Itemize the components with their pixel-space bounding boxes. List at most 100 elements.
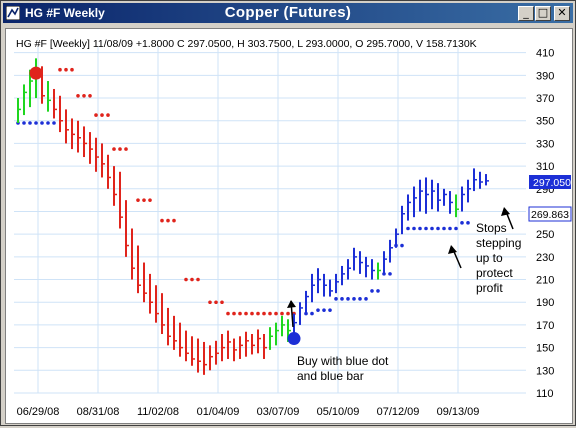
- price-chart[interactable]: 1101301501701902102302502702903103303503…: [6, 29, 572, 423]
- stop-dot: [220, 300, 224, 305]
- stop-dot: [166, 218, 170, 223]
- stop-dot: [64, 67, 68, 72]
- x-tick-label: 07/12/09: [377, 406, 420, 418]
- stop-dot: [352, 297, 356, 301]
- stop-dot: [28, 121, 32, 125]
- signal-dots: [29, 66, 301, 346]
- stop-dot: [460, 221, 464, 225]
- stop-arrowhead-left-icon: [448, 245, 457, 254]
- buy-arrowhead-icon: [287, 300, 296, 308]
- y-tick-label: 170: [536, 320, 554, 332]
- stop-label-line2: stepping: [476, 236, 521, 250]
- stop-dot: [214, 300, 218, 305]
- x-tick-label: 11/02/08: [137, 406, 179, 418]
- stop-dot: [58, 67, 62, 72]
- sell-signal-dot: [29, 66, 43, 80]
- y-tick-label: 310: [536, 161, 554, 173]
- stop-dot: [454, 226, 458, 231]
- title-bar[interactable]: HG #F Weekly Copper (Futures) _ □ ✕: [3, 3, 573, 23]
- stop-dot: [448, 226, 452, 231]
- y-tick-label: 330: [536, 138, 554, 150]
- stop-dot: [142, 198, 146, 202]
- stop-dot: [388, 272, 392, 276]
- y-axis: 1101301501701902102302502702903103303503…: [536, 48, 554, 400]
- stop-dot: [364, 297, 368, 301]
- stop-dot: [412, 226, 416, 231]
- x-tick-label: 09/13/09: [437, 406, 480, 418]
- stop-label-line5: profit: [476, 281, 503, 295]
- stop-dot: [466, 221, 470, 225]
- stop-dot: [46, 121, 50, 125]
- stop-dot: [250, 311, 254, 316]
- last-close-value: 297.050: [533, 177, 571, 189]
- stop-level-value: 269.863: [531, 209, 569, 221]
- y-tick-label: 410: [536, 48, 554, 60]
- stop-label-line4: protect: [476, 266, 513, 280]
- stop-dot: [238, 311, 242, 316]
- stop-dot: [328, 308, 332, 312]
- stop-dot: [334, 297, 338, 301]
- stop-dot: [340, 297, 344, 301]
- y-tick-label: 250: [536, 229, 554, 241]
- x-tick-label: 01/04/09: [197, 406, 240, 418]
- window-title: HG #F Weekly: [25, 6, 105, 20]
- y-tick-label: 130: [536, 365, 554, 377]
- chart-grid: [14, 47, 526, 394]
- stop-dot: [136, 198, 140, 202]
- stop-dot: [286, 311, 290, 316]
- stop-dot: [52, 121, 56, 125]
- stop-dot: [358, 297, 362, 301]
- stop-dot: [70, 67, 74, 72]
- stop-dot: [430, 226, 434, 231]
- y-tick-label: 350: [536, 116, 554, 128]
- x-tick-label: 08/31/08: [77, 406, 120, 418]
- y-tick-label: 230: [536, 252, 554, 264]
- stop-label-line3: up to: [476, 251, 503, 265]
- chart-area[interactable]: 1101301501701902102302502702903103303503…: [5, 28, 573, 424]
- stop-dot: [442, 226, 446, 231]
- stop-dot: [190, 277, 194, 282]
- y-tick-label: 110: [536, 388, 554, 400]
- close-button[interactable]: ✕: [554, 6, 570, 21]
- stop-annotation: Stops stepping up to protect profit: [448, 207, 521, 295]
- stop-dot: [370, 289, 374, 293]
- stop-dot: [112, 147, 116, 151]
- stop-dot: [256, 311, 260, 316]
- stop-dot: [82, 93, 86, 98]
- chart-app-icon: [6, 6, 20, 20]
- y-tick-label: 390: [536, 70, 554, 82]
- maximize-button[interactable]: □: [535, 6, 551, 21]
- stop-dot: [22, 121, 26, 125]
- stop-dot: [310, 311, 314, 316]
- buy-annotation: Buy with blue dot and blue bar: [287, 300, 389, 383]
- buy-label-line1: Buy with blue dot: [297, 354, 389, 368]
- stop-dot: [160, 218, 164, 223]
- stop-dot: [262, 311, 266, 316]
- stop-dot: [406, 226, 410, 231]
- stop-dot: [346, 297, 350, 301]
- stop-dot: [400, 243, 404, 248]
- x-tick-label: 03/07/09: [257, 406, 300, 418]
- price-bars: [17, 58, 489, 375]
- stop-dot: [280, 311, 284, 316]
- stop-dot: [100, 113, 104, 117]
- y-tick-label: 210: [536, 275, 554, 287]
- y-tick-label: 370: [536, 93, 554, 105]
- stop-dot: [106, 113, 110, 117]
- stop-arrowhead-right-icon: [501, 207, 510, 216]
- y-tick-label: 150: [536, 343, 554, 355]
- chart-header-text: HG #F [Weekly] 11/08/09 +1.8000 C 297.05…: [16, 38, 477, 50]
- stop-dot: [196, 277, 200, 282]
- stop-dot: [34, 121, 38, 125]
- stop-dot: [376, 289, 380, 293]
- stop-dot: [40, 121, 44, 125]
- stop-dot: [94, 113, 98, 117]
- stop-dot: [232, 311, 236, 316]
- buy-label-line2: and blue bar: [297, 369, 364, 383]
- stop-dot: [226, 311, 230, 316]
- stop-dot: [208, 300, 212, 305]
- buy-signal-dot: [287, 332, 301, 346]
- stop-dot: [184, 277, 188, 282]
- minimize-button[interactable]: _: [518, 6, 534, 21]
